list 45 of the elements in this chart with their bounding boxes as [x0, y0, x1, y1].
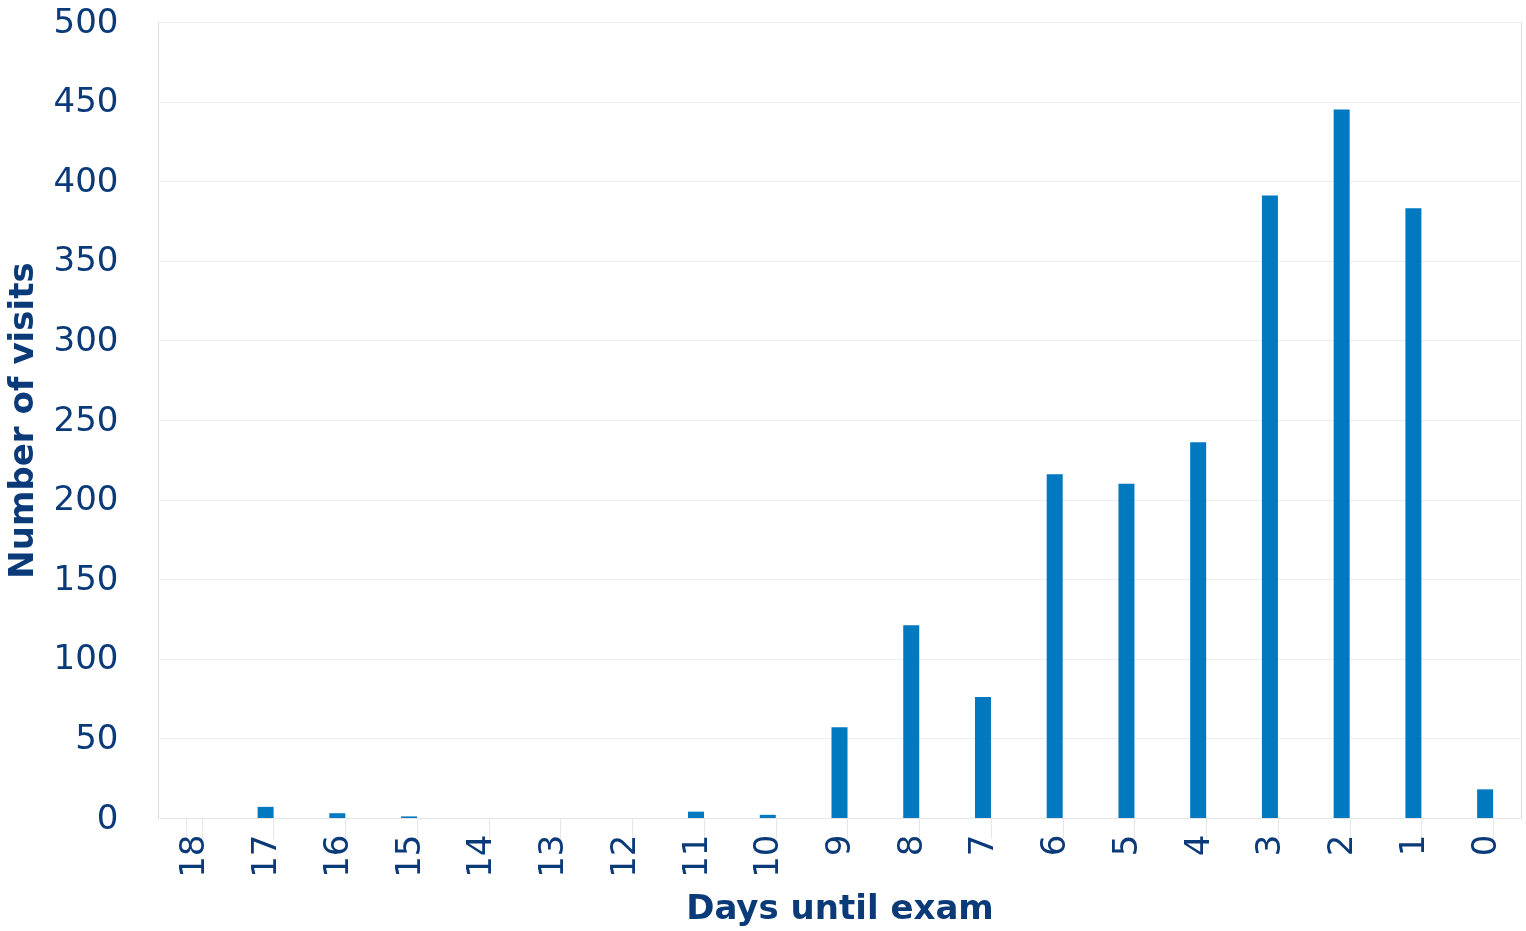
x-tick-label: 14 — [459, 834, 500, 878]
x-tick-label: 13 — [531, 834, 572, 878]
x-tick-label: 18 — [172, 834, 213, 878]
y-tick-label: 350 — [53, 239, 119, 280]
x-tick-label: 17 — [244, 834, 285, 878]
y-tick-label: 250 — [53, 398, 119, 439]
y-tick-label: 100 — [53, 637, 119, 678]
x-tick-label: 2 — [1320, 834, 1361, 857]
bar — [1118, 483, 1135, 818]
bar — [1333, 109, 1350, 818]
y-tick-label: 300 — [53, 318, 119, 359]
bar — [1261, 195, 1278, 818]
bar — [903, 625, 920, 818]
bar — [1477, 789, 1494, 818]
x-tick-label: 4 — [1176, 834, 1217, 857]
bar — [329, 813, 346, 818]
bar — [257, 806, 274, 818]
x-tick-label: 3 — [1248, 834, 1289, 857]
x-tick-label: 5 — [1104, 834, 1145, 857]
x-tick-label: 1 — [1391, 834, 1432, 857]
bar — [1046, 474, 1063, 818]
x-axis-title: Days until exam — [686, 886, 994, 927]
x-tick-label: 6 — [1033, 834, 1074, 857]
x-tick-label: 8 — [889, 834, 930, 857]
y-axis-title: Number of visits — [0, 262, 41, 579]
y-tick-label: 400 — [53, 159, 119, 200]
x-tick-label: 16 — [315, 834, 356, 878]
bar — [1190, 442, 1207, 818]
bar — [1405, 208, 1422, 818]
x-tick-label: 0 — [1463, 834, 1504, 857]
x-tick-label: 9 — [818, 834, 858, 857]
bar — [688, 811, 705, 818]
x-tick-label: 11 — [674, 834, 715, 878]
y-tick-label: 50 — [75, 716, 119, 757]
y-tick-label: 200 — [53, 478, 119, 519]
x-tick-label: 12 — [602, 834, 643, 878]
x-tick-label: 10 — [746, 834, 787, 878]
y-tick-label: 500 — [53, 0, 119, 41]
bar — [974, 697, 991, 818]
x-tick-label: 7 — [961, 834, 1002, 857]
x-tick-label: 15 — [387, 834, 428, 878]
bar — [831, 727, 848, 818]
bar — [759, 814, 776, 818]
y-tick-label: 150 — [53, 557, 119, 598]
y-tick-label: 450 — [53, 80, 119, 121]
